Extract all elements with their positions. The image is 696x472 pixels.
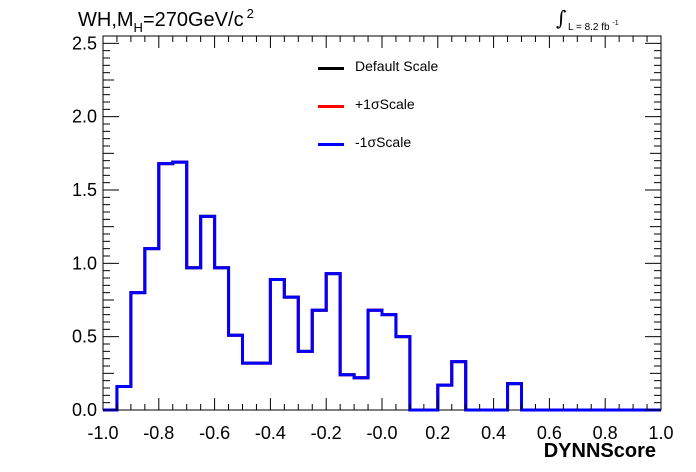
x-tick-label: -0.2 xyxy=(311,423,342,443)
y-tick-label: 2.5 xyxy=(72,33,97,53)
legend-swatch-plus xyxy=(318,105,344,108)
title-rest: =270GeV/c xyxy=(142,9,244,31)
legend-swatch-default xyxy=(318,67,344,70)
title-subscript: H xyxy=(133,20,143,35)
legend-swatch-minus xyxy=(318,143,344,146)
x-axis-label: DYNNScore xyxy=(543,440,656,462)
y-tick-label: 1.5 xyxy=(72,180,97,200)
lumi-value: L = 8.2 fb xyxy=(568,22,610,33)
y-tick-label: 0.5 xyxy=(72,327,97,347)
x-tick-label: -1.0 xyxy=(87,423,118,443)
x-tick-label: 0.4 xyxy=(481,423,506,443)
x-tick-label: -0.4 xyxy=(255,423,286,443)
title-main: WH,M xyxy=(78,9,134,31)
x-tick-label: -0.0 xyxy=(366,423,397,443)
y-tick-label: 0.0 xyxy=(72,400,97,420)
lumi-unit-exponent: -1 xyxy=(612,20,619,27)
y-tick-label: 2.0 xyxy=(72,107,97,127)
integral-symbol: ∫ xyxy=(556,6,567,30)
x-tick-label: 1.0 xyxy=(648,423,673,443)
x-tick-label: -0.8 xyxy=(143,423,174,443)
y-tick-label: 1.0 xyxy=(72,253,97,273)
legend-label-minus: -1σScale xyxy=(355,134,412,150)
x-tick-label: 0.6 xyxy=(537,423,562,443)
legend-label-plus: +1σScale xyxy=(355,96,415,112)
title-superscript: 2 xyxy=(246,6,254,21)
legend-label-default: Default Scale xyxy=(355,58,439,74)
series-line-2 xyxy=(103,160,661,412)
chart-title: WH,MH=270GeV/c 2 xyxy=(78,6,254,35)
x-tick-label: 0.8 xyxy=(593,423,618,443)
lumi-text: L = 8.2 fb -1 xyxy=(568,20,619,33)
x-tick-label: 0.2 xyxy=(425,423,450,443)
x-tick-label: -0.6 xyxy=(199,423,230,443)
